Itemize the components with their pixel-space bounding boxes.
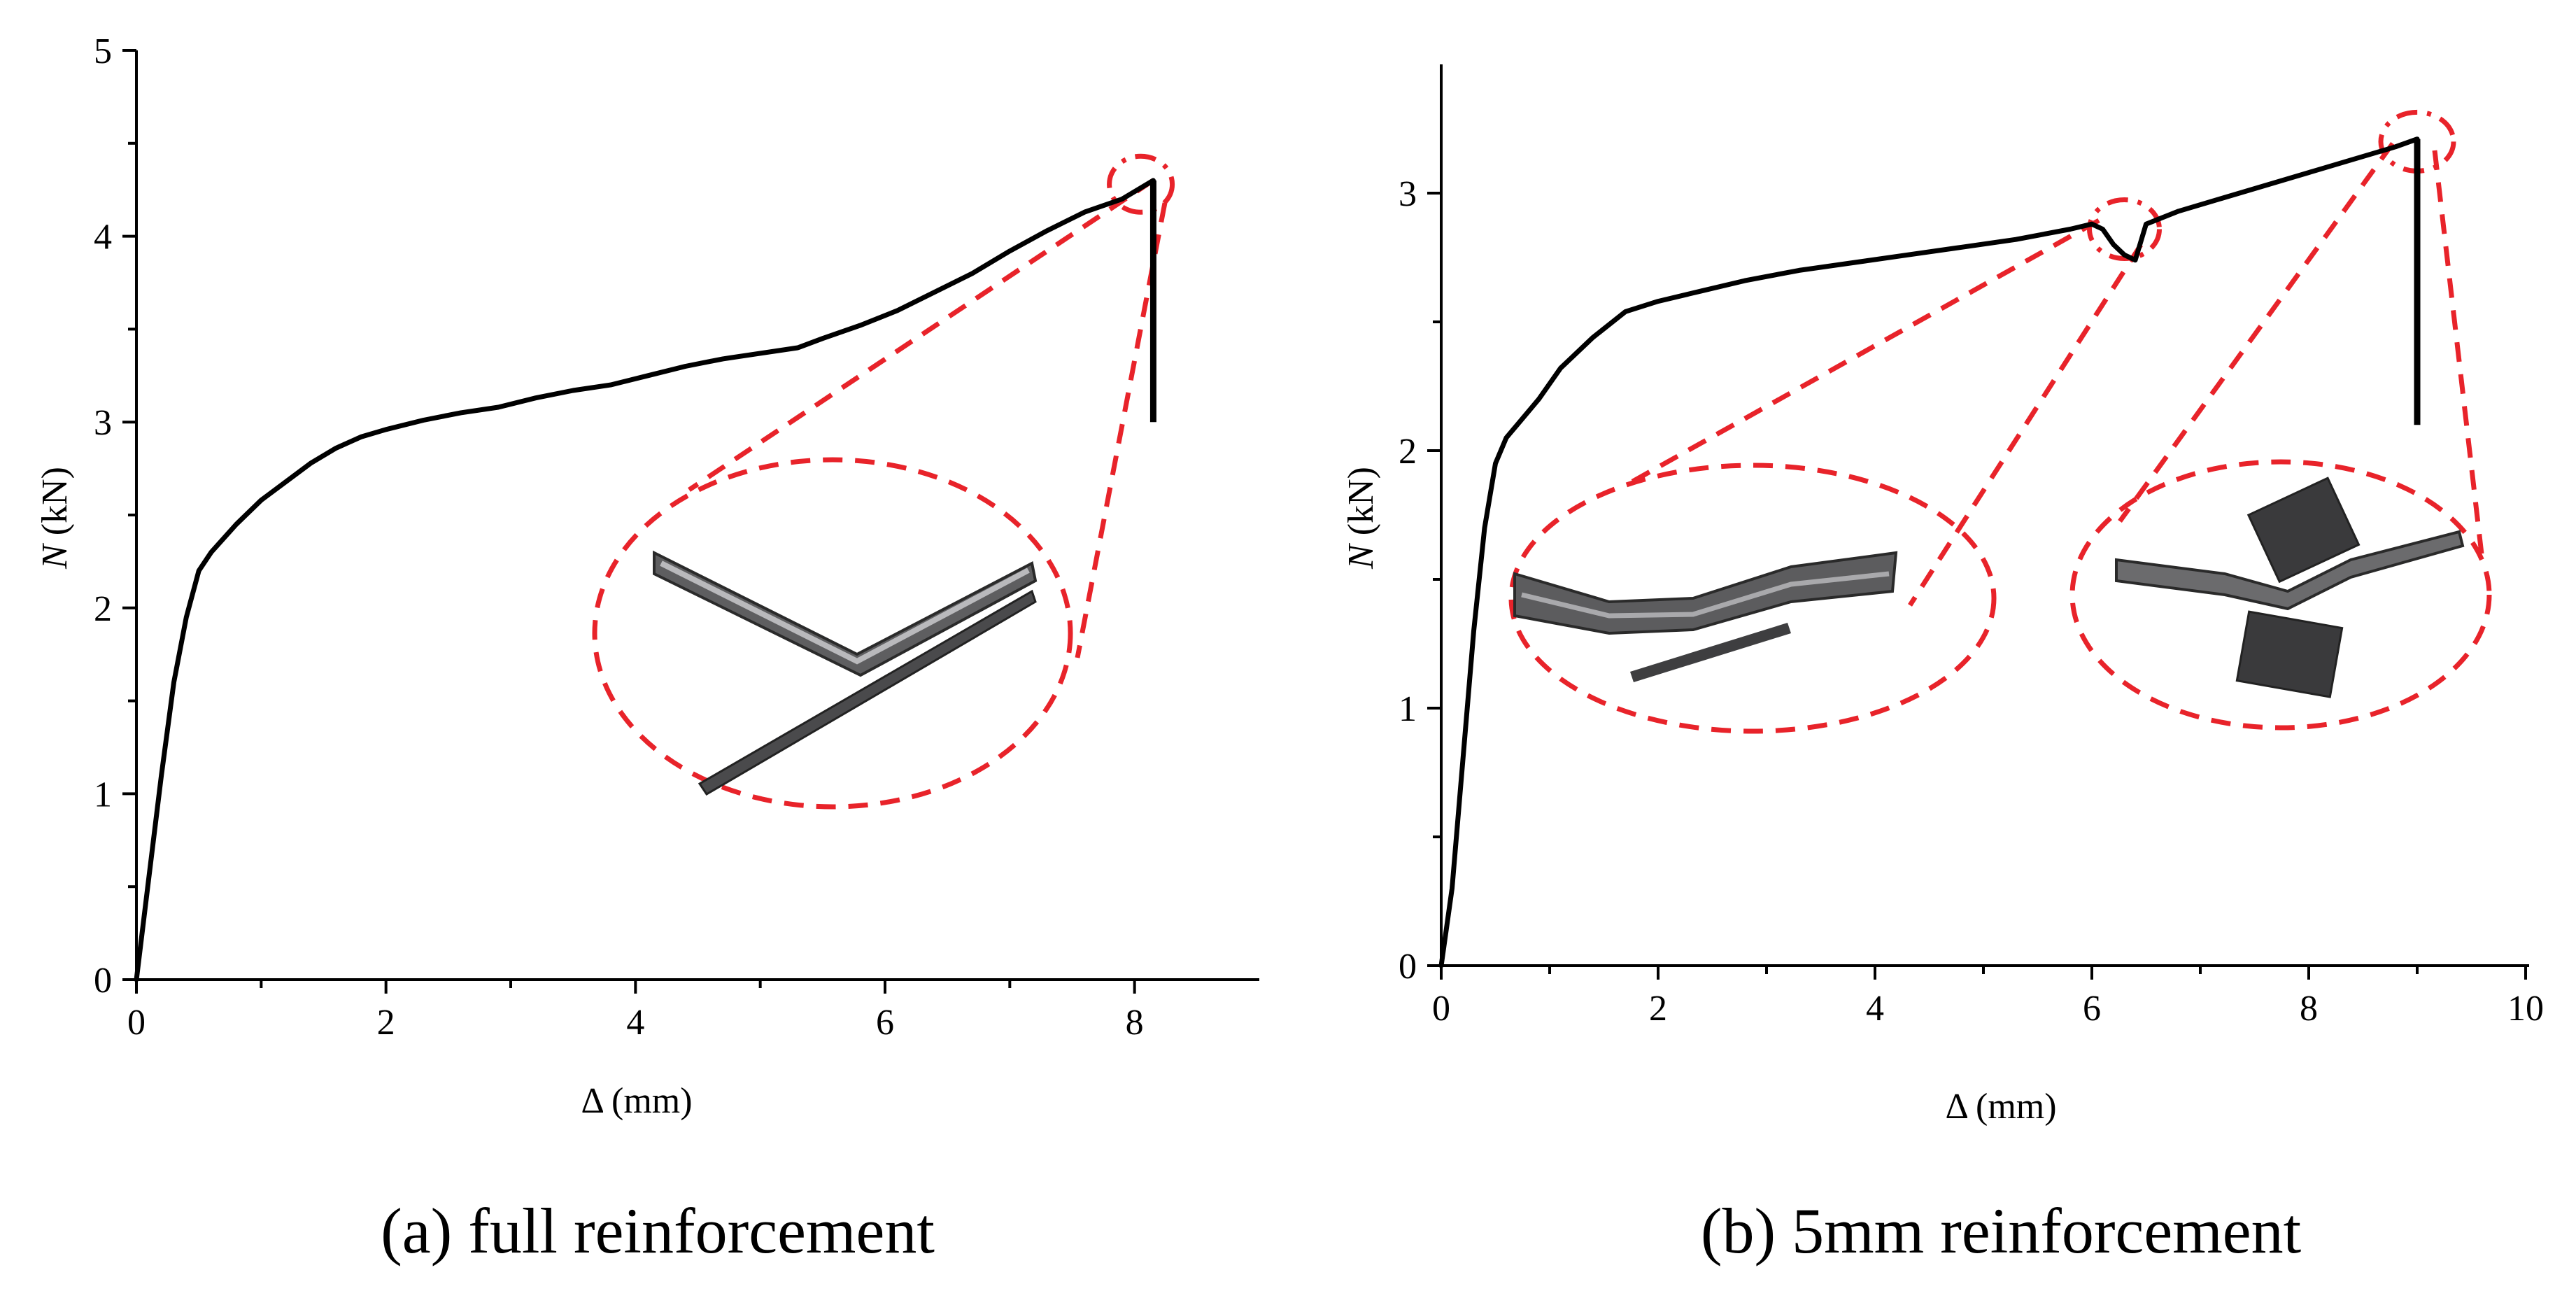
panel-b-x-tick-label: 10 — [2507, 989, 2544, 1029]
panel-a-x-ticks: 0 2 4 6 8 — [127, 980, 1144, 1043]
panel-a-y-axis-label: N (kN) — [35, 467, 75, 570]
panel-b-x-axis-label: Δ (mm) — [1945, 1087, 2056, 1127]
panel-a-axes: 0 2 4 6 8 0 1 2 3 4 5 — [94, 31, 1259, 1043]
panel-b-x-tick-label: 8 — [2300, 989, 2318, 1029]
panel-a-y-tick-label: 2 — [94, 589, 112, 629]
panel-a-load-displacement-curve — [134, 178, 1156, 982]
panel-b-inset-ellipse-right — [2069, 459, 2492, 731]
panel-a-x-tick-label: 8 — [1126, 1003, 1144, 1043]
panel-b-zoom-line-left-lower — [1908, 244, 2143, 607]
panel-b-x-tick-label: 6 — [2083, 989, 2101, 1029]
panel-b-zoom-line-left-upper — [1629, 218, 2100, 486]
panel-b-x-tick-label: 0 — [1432, 989, 1450, 1029]
panel-a-x-tick-label: 0 — [127, 1003, 146, 1043]
panel-b-x-tick-label: 4 — [1866, 989, 1884, 1029]
panel-b-y-tick-label: 0 — [1399, 947, 1417, 987]
panel-a-x-tick-label: 6 — [876, 1003, 894, 1043]
panel-a-y-tick-label: 1 — [94, 775, 112, 814]
panel-a-series — [134, 178, 1156, 982]
panel-b-specimen-photo-right — [2115, 477, 2465, 698]
panel-a-x-tick-label: 2 — [377, 1003, 395, 1043]
panel-b-y-axis-label: N (kN) — [1341, 467, 1381, 570]
panel-a-zoom-line-upper — [688, 178, 1154, 492]
panel-b-zoom-line-right-upper — [2118, 141, 2395, 523]
panel-b-y-tick-label: 3 — [1399, 174, 1417, 214]
panel-a-inset-ellipse — [592, 457, 1073, 810]
panel-b-axes: 0 2 4 6 8 10 0 1 2 3 — [1399, 64, 2544, 1029]
panel-b-inset-failure — [2069, 141, 2492, 731]
panel-a-y-ticks: 0 1 2 3 4 5 — [94, 31, 136, 1001]
panel-b-zoom-line-right-lower — [2432, 150, 2485, 560]
panel-b-x-ticks: 0 2 4 6 8 10 — [1432, 966, 2544, 1029]
panel-a-y-tick-label: 5 — [94, 31, 112, 71]
panel-b-load-displacement-curve — [1438, 136, 2420, 968]
panel-b-y-tick-label: 1 — [1399, 689, 1417, 729]
panel-b-y-ticks: 0 1 2 3 — [1399, 174, 1441, 987]
panel-a-y-tick-label: 3 — [94, 403, 112, 443]
panel-b-inset-ellipse-left — [1508, 463, 1997, 734]
panel-a-y-tick-label: 0 — [94, 961, 112, 1001]
panel-a-x-tick-label: 4 — [626, 1003, 644, 1043]
panel-a-specimen-photo — [653, 550, 1038, 796]
panel-a-caption: (a) full reinforcement — [381, 1195, 935, 1267]
panel-a-y-tick-label: 4 — [94, 218, 112, 258]
panel-b-series — [1438, 136, 2421, 968]
panel-b-caption: (b) 5mm reinforcement — [1701, 1195, 2302, 1267]
panel-b-x-tick-label: 2 — [1649, 989, 1667, 1029]
panel-b-buckling-circle — [2087, 197, 2162, 262]
panel-a-x-axis-label: Δ (mm) — [581, 1081, 692, 1121]
panel-a-inset — [592, 178, 1168, 810]
panel-b-inset-local-buckling — [1508, 218, 2143, 734]
panel-b-specimen-photo-left — [1513, 551, 1898, 682]
panel-a: 0 2 4 6 8 0 1 2 3 4 5 Δ (mm) N (kN) — [35, 31, 1259, 1121]
panel-a-failure-circle — [1107, 153, 1175, 215]
panel-b-y-tick-label: 2 — [1399, 432, 1417, 472]
panel-b: 0 2 4 6 8 10 0 1 2 3 Δ (mm) N (kN) — [1341, 64, 2544, 1127]
